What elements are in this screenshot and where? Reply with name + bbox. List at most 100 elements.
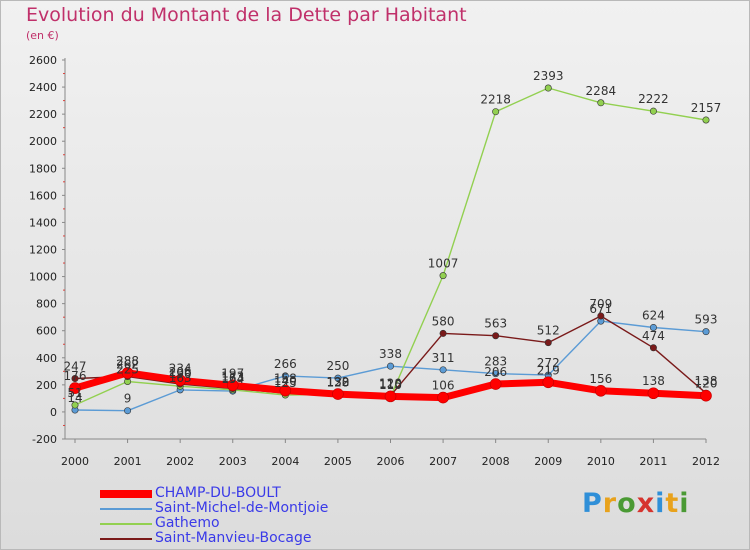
y-tick-label: -200 [32,433,57,446]
proxiti-logo: Proxiti [582,488,690,519]
data-point [647,387,660,400]
x-tick-label: 2007 [429,455,457,468]
data-label: 247 [64,359,87,373]
data-point [544,84,552,92]
y-tick-label: 0 [50,406,57,419]
x-tick-label: 2003 [219,455,247,468]
y-tick-label: 2200 [29,108,57,121]
line-chart: -200 0 200 400 600 800 1000 1200 1400 1600 1800 200… [29,54,722,468]
data-label: 288 [116,354,139,368]
data-label: 2222 [638,92,669,106]
data-label: 283 [484,355,507,369]
data-point [121,367,134,379]
data-point [439,329,447,337]
x-tick-label: 2009 [534,455,562,468]
data-label: 474 [642,329,665,343]
data-label: 2284 [586,84,617,98]
data-label: 176 [64,369,87,383]
legend-swatch [100,538,152,540]
data-point [702,328,710,336]
logo-letter: o [617,488,637,519]
data-point [489,378,502,390]
data-label: 128 [326,376,349,390]
legend-swatch [100,490,152,498]
data-label: 51 [67,386,82,400]
legend-item: CHAMP-DU-BOULT [100,485,360,501]
logo-letter: x [636,488,656,519]
data-label: 709 [589,297,612,311]
x-tick-label: 2004 [271,455,299,468]
x-tick-label: 2006 [377,455,405,468]
data-label: 512 [537,324,560,338]
y-tick-label: 400 [36,352,57,365]
data-label: 234 [169,361,192,375]
x-tick-label: 2001 [114,455,142,468]
logo-letter: i [679,488,690,519]
data-point [542,376,555,389]
data-label: 338 [379,347,402,361]
data-point [649,323,657,331]
data-label: 624 [642,308,665,322]
legend-label: CHAMP-DU-BOULT [155,485,281,501]
data-point [702,116,710,124]
data-point [281,372,289,380]
legend-label: Gathemo [155,515,220,531]
x-tick-label: 2012 [692,455,720,468]
data-label: 156 [589,372,612,386]
y-tick-label: 1800 [29,162,57,175]
data-label: 250 [326,359,349,373]
data-label: 106 [432,379,455,393]
data-point [492,332,500,340]
data-label: 120 [379,377,402,391]
data-point [595,385,607,397]
x-tick-label: 2008 [482,455,510,468]
logo-letter: t [665,488,680,519]
data-point [439,272,447,280]
chart-legend: CHAMP-DU-BOULT Saint-Michel-de-Montjoie … [100,485,360,546]
data-point [700,389,712,402]
data-point [226,379,239,392]
data-label: 14 [67,391,82,405]
legend-item: Gathemo [100,515,360,531]
data-label: 163 [169,371,192,385]
data-label: 206 [169,365,192,379]
data-label: 110 [379,378,402,392]
data-label: 173 [221,370,244,384]
data-label: 9 [124,392,132,406]
y-tick-label: 1200 [29,244,57,257]
data-label: 154 [221,372,244,386]
data-label: 671 [589,302,612,316]
data-point [544,339,552,347]
data-label: 2157 [691,101,722,115]
x-tick-label: 2011 [639,455,667,468]
logo-letter: r [602,488,618,519]
data-point [597,99,605,107]
y-tick-label: 2000 [29,135,57,148]
data-point [649,107,657,115]
data-label: 138 [695,374,718,388]
data-label: 120 [695,377,718,391]
y-tick-label: 200 [36,379,57,392]
y-tick-label: 1400 [29,216,57,229]
data-label: 563 [484,317,507,331]
data-point [279,384,292,397]
legend-label: Saint-Michel-de-Montjoie [155,500,329,516]
data-label: 130 [326,375,349,389]
x-tick-label: 2010 [587,455,615,468]
data-label: 2218 [480,93,511,107]
data-point [124,407,132,415]
x-tick-label: 2002 [166,455,194,468]
y-tick-label: 1000 [29,271,57,284]
data-label: 311 [432,351,455,365]
data-label: 158 [274,372,297,386]
data-point [439,366,447,374]
data-point [492,370,500,378]
data-label: 262 [116,357,139,371]
y-tick-label: 2400 [29,81,57,94]
data-label: 138 [642,374,665,388]
data-label: 125 [274,376,297,390]
legend-swatch [100,523,152,525]
data-label: 132 [326,375,349,389]
data-label: 115 [379,377,402,391]
